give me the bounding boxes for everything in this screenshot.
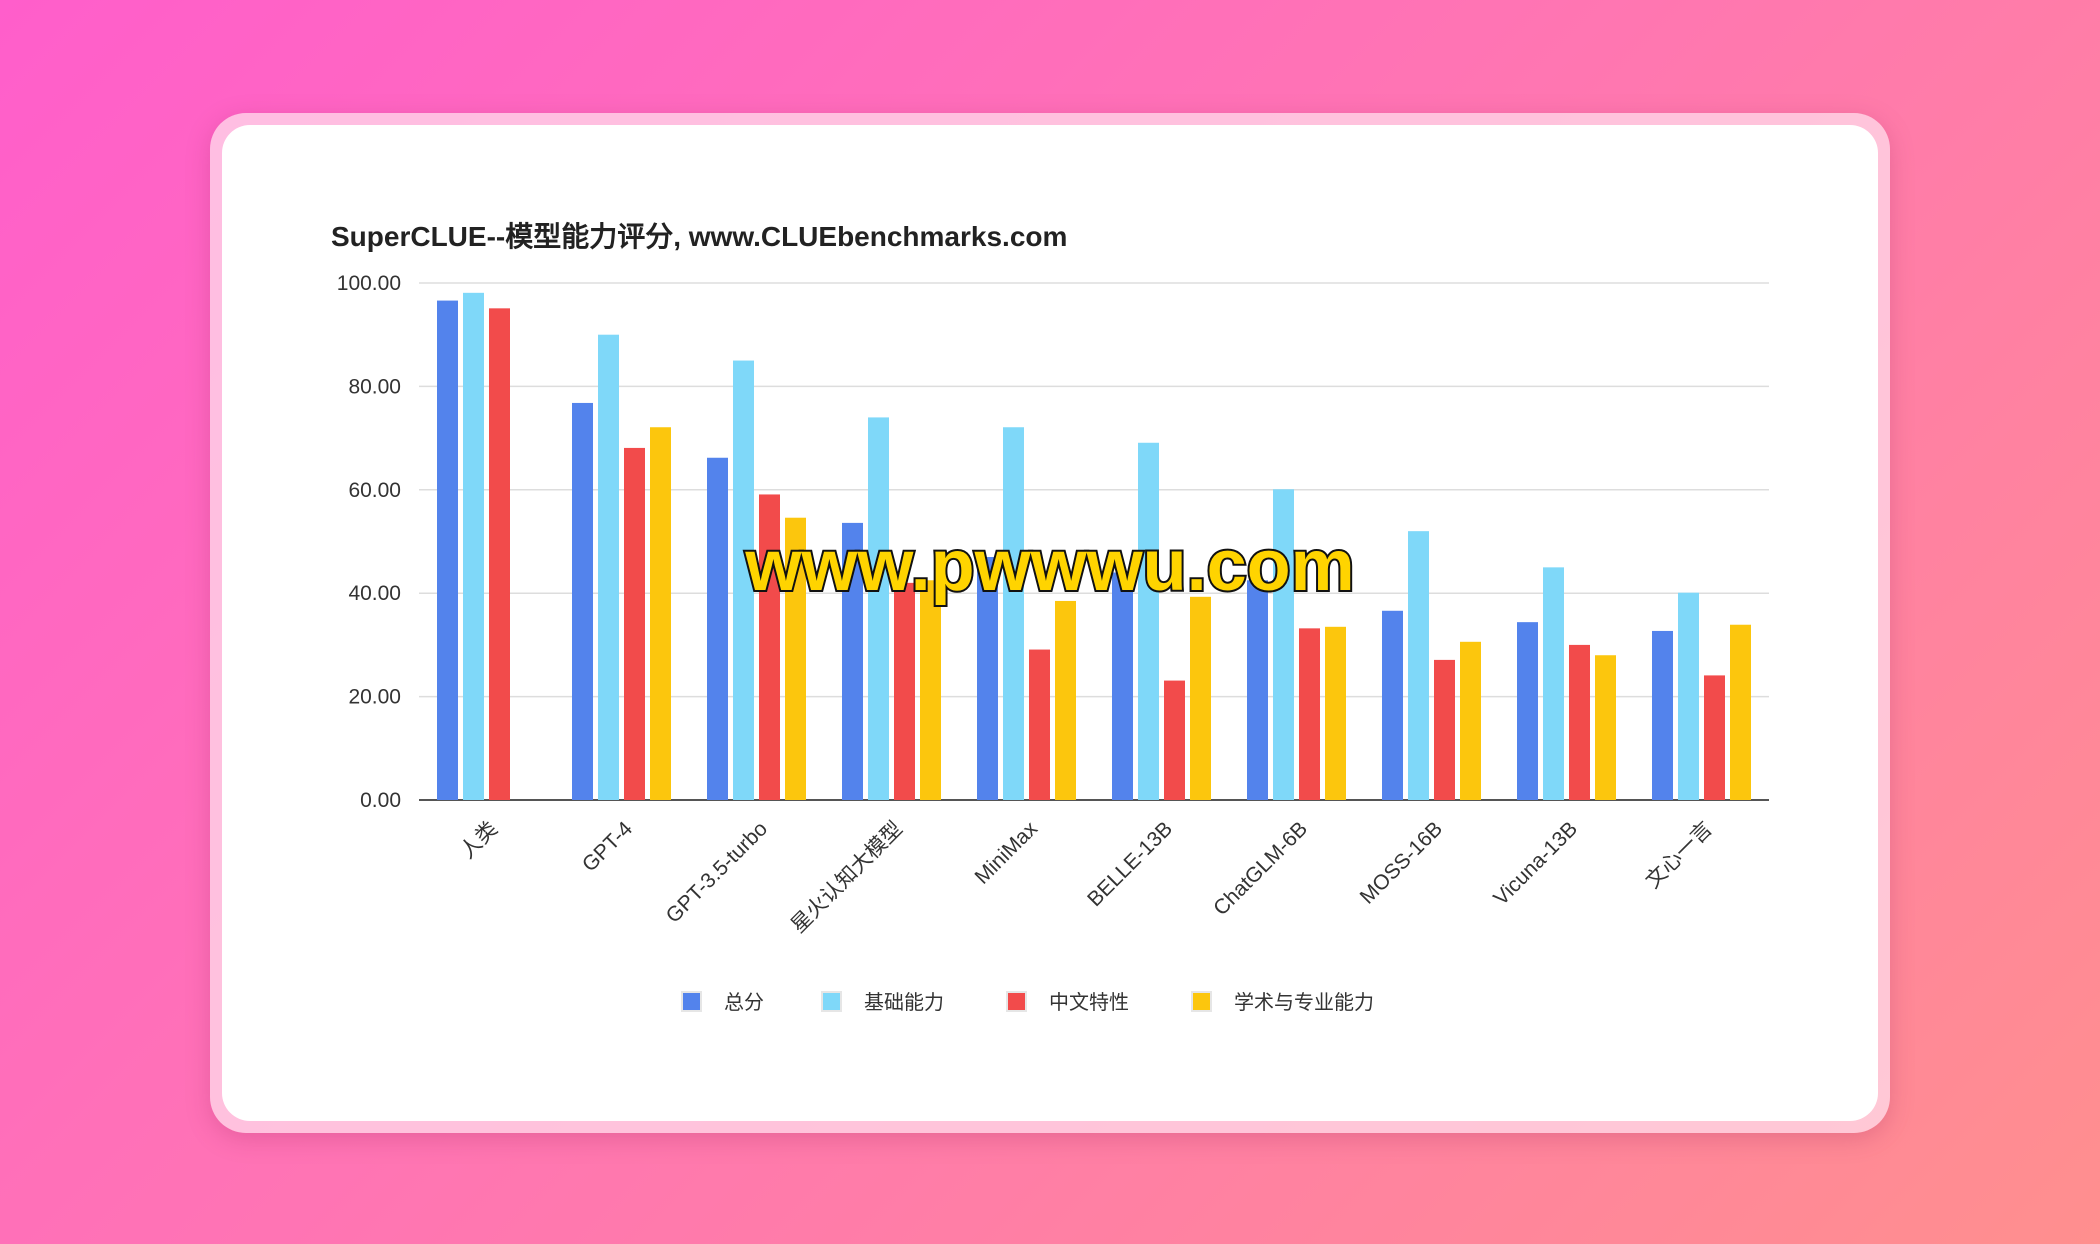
bar-总分	[437, 300, 458, 800]
bar-总分	[572, 402, 593, 800]
y-tick-label: 20.00	[348, 686, 401, 709]
bar-学术与专业能力	[920, 580, 941, 800]
y-tick-label: 0.00	[360, 789, 401, 812]
legend-label: 中文特性	[1049, 991, 1129, 1014]
x-tick-label: MiniMax	[970, 817, 1042, 889]
bar-中文特性	[1299, 628, 1320, 800]
bar-基础能力	[463, 292, 484, 800]
bar-总分	[977, 557, 998, 800]
bar-基础能力	[1138, 442, 1159, 800]
bar-学术与专业能力	[1325, 626, 1346, 800]
bar-基础能力	[598, 334, 619, 800]
legend-swatch	[1006, 991, 1027, 1012]
bar-基础能力	[1273, 489, 1294, 800]
x-tick-label: Vicuna-13B	[1489, 817, 1582, 910]
legend-swatch	[821, 991, 842, 1012]
bar-基础能力	[1003, 427, 1024, 800]
x-tick-label: 文心一言	[1641, 817, 1717, 893]
x-tick-label: GPT-3.5-turbo	[662, 817, 772, 927]
legend-label: 基础能力	[864, 991, 944, 1014]
bar-中文特性	[489, 308, 510, 800]
x-tick-label: ChatGLM-6B	[1209, 817, 1312, 920]
legend-swatch	[681, 991, 702, 1012]
bar-学术与专业能力	[1190, 596, 1211, 800]
bar-学术与专业能力	[785, 517, 806, 800]
bar-学术与专业能力	[1595, 655, 1616, 800]
chart-title: SuperCLUE--模型能力评分, www.CLUEbenchmarks.co…	[331, 221, 1067, 252]
bar-基础能力	[1543, 567, 1564, 800]
bar-总分	[1382, 610, 1403, 800]
bar-中文特性	[1569, 644, 1590, 800]
bar-总分	[842, 522, 863, 800]
bar-学术与专业能力	[650, 427, 671, 800]
bar-中文特性	[624, 447, 645, 800]
legend-label: 总分	[724, 991, 764, 1014]
bar-总分	[1517, 622, 1538, 800]
bar-总分	[1652, 630, 1673, 800]
legend-label: 学术与专业能力	[1234, 991, 1374, 1014]
bar-中文特性	[1029, 649, 1050, 800]
y-tick-label: 100.00	[337, 272, 401, 295]
bar-总分	[707, 457, 728, 800]
x-tick-label: MOSS-16B	[1356, 817, 1447, 908]
bar-基础能力	[733, 360, 754, 800]
x-tick-label: GPT-4	[578, 817, 637, 876]
bar-总分	[1112, 572, 1133, 800]
bar-学术与专业能力	[1460, 641, 1481, 800]
y-tick-label: 60.00	[348, 479, 401, 502]
y-tick-label: 40.00	[348, 582, 401, 605]
y-tick-label: 80.00	[348, 375, 401, 398]
x-tick-label: 人类	[456, 817, 502, 863]
bar-学术与专业能力	[1730, 624, 1751, 800]
bar-基础能力	[868, 417, 889, 800]
bar-中文特性	[894, 582, 915, 800]
bar-总分	[1247, 580, 1268, 800]
bar-中文特性	[759, 494, 780, 800]
legend-swatch	[1191, 991, 1212, 1012]
watermark: www.pwwwu.com	[744, 526, 1354, 606]
bar-基础能力	[1678, 592, 1699, 800]
bar-中文特性	[1164, 680, 1185, 800]
x-tick-label: 星火认知大模型	[787, 817, 907, 937]
bar-中文特性	[1704, 675, 1725, 800]
bar-中文特性	[1434, 659, 1455, 800]
bar-基础能力	[1408, 531, 1429, 800]
bar-学术与专业能力	[1055, 600, 1076, 800]
x-tick-label: BELLE-13B	[1083, 817, 1177, 911]
